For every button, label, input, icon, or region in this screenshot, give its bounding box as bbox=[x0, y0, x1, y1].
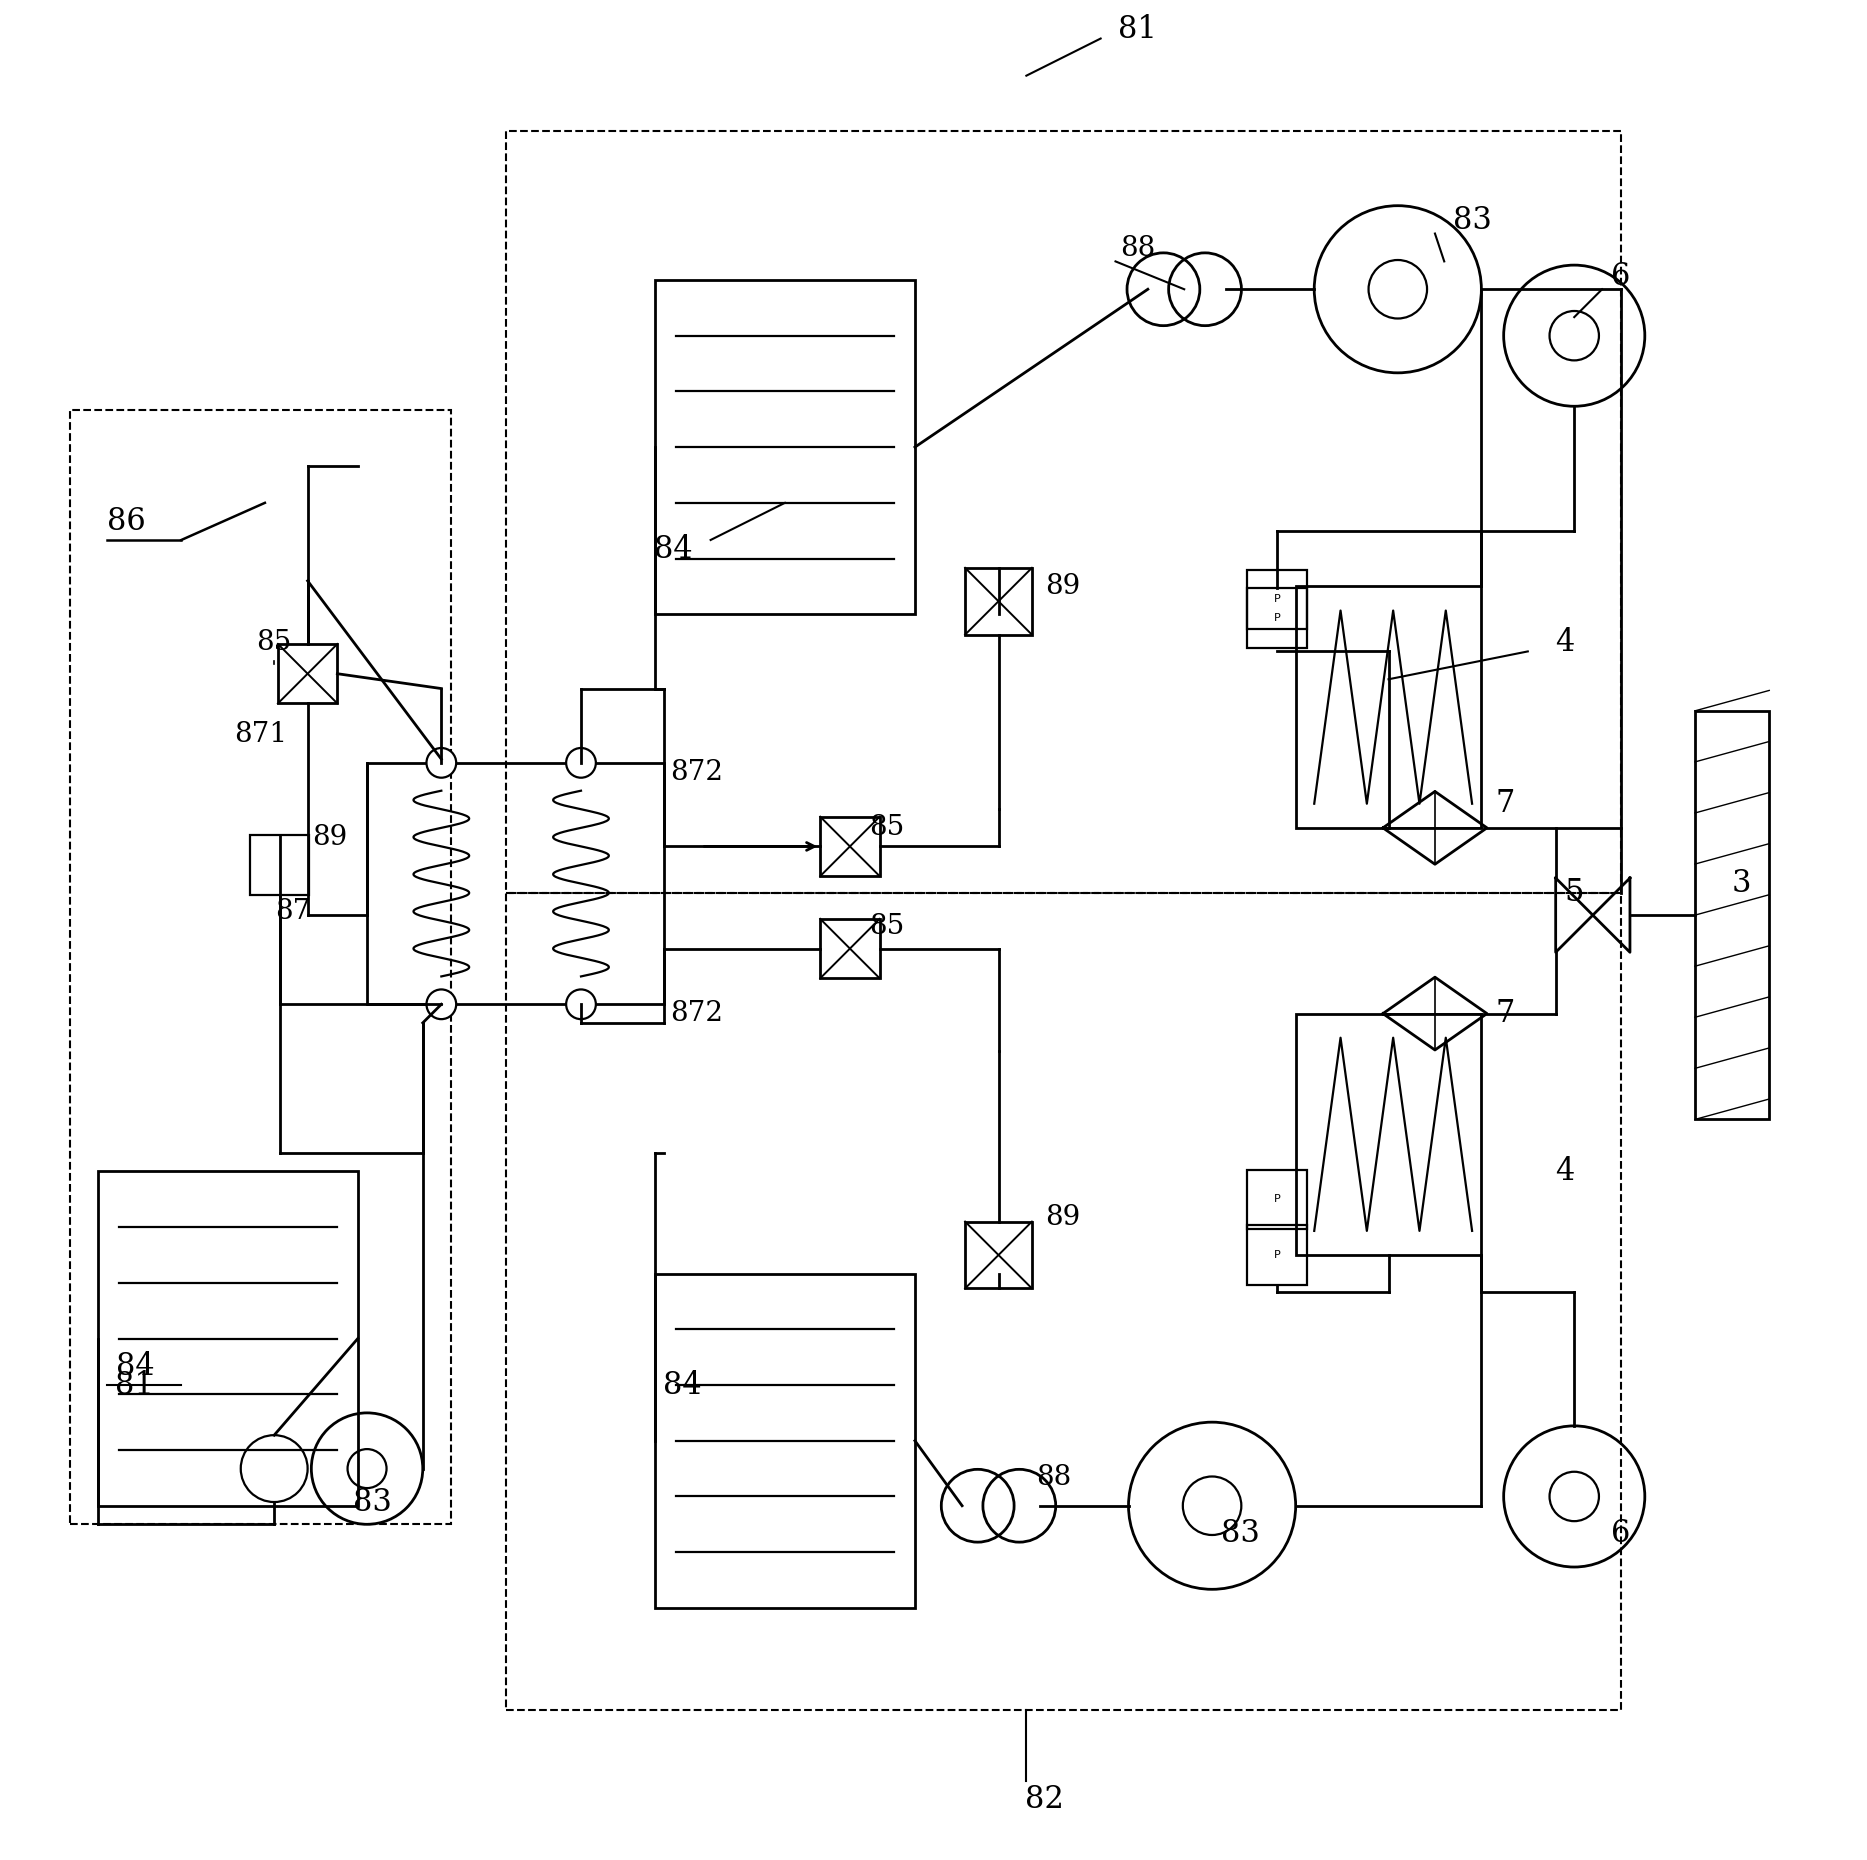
Bar bbox=[1695, 711, 1770, 1120]
Text: 872: 872 bbox=[670, 1001, 723, 1027]
Text: 85: 85 bbox=[870, 815, 905, 841]
Bar bbox=[965, 1222, 1032, 1289]
Text: 84: 84 bbox=[116, 1350, 155, 1382]
Text: 84: 84 bbox=[663, 1369, 702, 1401]
Text: 872: 872 bbox=[670, 759, 723, 785]
Bar bbox=[820, 817, 879, 876]
Text: P: P bbox=[1273, 1194, 1281, 1203]
Text: 4: 4 bbox=[1555, 627, 1574, 658]
Text: P: P bbox=[1273, 1250, 1281, 1259]
Text: 5: 5 bbox=[1565, 878, 1583, 908]
Text: 4: 4 bbox=[1555, 1155, 1574, 1187]
Text: 7: 7 bbox=[1495, 999, 1516, 1029]
Text: 82: 82 bbox=[1025, 1784, 1064, 1815]
Text: 83: 83 bbox=[1221, 1518, 1260, 1549]
Text: 7: 7 bbox=[1495, 789, 1516, 818]
Bar bbox=[1247, 569, 1307, 629]
Text: 84: 84 bbox=[653, 534, 693, 565]
Text: 89: 89 bbox=[312, 824, 347, 850]
Text: 89: 89 bbox=[1046, 1205, 1081, 1231]
Bar bbox=[1296, 1014, 1481, 1256]
Text: 86: 86 bbox=[106, 506, 146, 538]
Circle shape bbox=[566, 748, 596, 777]
Bar bbox=[506, 893, 1621, 1709]
Text: 3: 3 bbox=[1731, 869, 1751, 898]
Circle shape bbox=[566, 990, 596, 1019]
Text: 85: 85 bbox=[870, 913, 905, 939]
Text: 81: 81 bbox=[116, 1369, 155, 1401]
Bar bbox=[655, 281, 915, 614]
Bar bbox=[278, 644, 338, 703]
Bar bbox=[655, 1274, 915, 1607]
Bar bbox=[1247, 1226, 1307, 1285]
Text: 88: 88 bbox=[1120, 234, 1156, 262]
Bar bbox=[506, 132, 1621, 893]
Bar bbox=[1247, 1170, 1307, 1229]
Text: 85: 85 bbox=[256, 629, 291, 655]
Circle shape bbox=[426, 990, 456, 1019]
Bar bbox=[965, 567, 1032, 634]
Text: 83: 83 bbox=[353, 1486, 392, 1518]
Bar bbox=[250, 835, 310, 895]
Bar bbox=[1296, 586, 1481, 828]
Text: 87: 87 bbox=[274, 898, 310, 924]
Circle shape bbox=[426, 748, 456, 777]
Text: 6: 6 bbox=[1611, 1518, 1630, 1549]
Bar bbox=[97, 1172, 358, 1507]
Text: 871: 871 bbox=[235, 722, 288, 748]
Text: 6: 6 bbox=[1611, 260, 1630, 292]
Text: 83: 83 bbox=[1453, 205, 1492, 236]
Bar bbox=[69, 409, 450, 1525]
Text: 88: 88 bbox=[1036, 1464, 1072, 1492]
Bar bbox=[1247, 588, 1307, 647]
Bar bbox=[368, 763, 665, 1004]
Text: 81: 81 bbox=[1118, 13, 1158, 45]
Text: 89: 89 bbox=[1046, 573, 1081, 601]
Text: P: P bbox=[1273, 595, 1281, 604]
Bar bbox=[820, 919, 879, 978]
Text: P: P bbox=[1273, 614, 1281, 623]
